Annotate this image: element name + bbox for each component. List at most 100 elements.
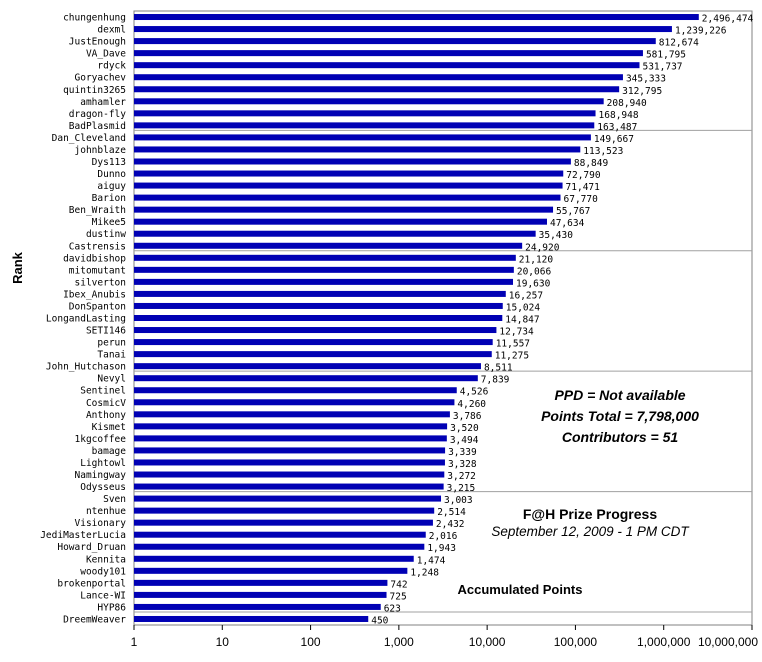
category-label: DonSpanton xyxy=(69,301,126,312)
value-label: 3,520 xyxy=(450,423,479,434)
category-label: Lance-WI xyxy=(80,590,126,601)
bar xyxy=(134,327,497,334)
value-label: 3,328 xyxy=(448,459,477,470)
value-label: 208,940 xyxy=(607,98,647,109)
value-label: 3,003 xyxy=(444,495,473,506)
value-label: 623 xyxy=(384,603,401,614)
x-tick-label: 1 xyxy=(131,635,138,649)
value-label: 2,496,474 xyxy=(702,14,754,25)
x-axis-label: Accumulated Points xyxy=(457,582,583,597)
category-label: brokenportal xyxy=(57,578,126,589)
value-label: 3,339 xyxy=(448,447,477,458)
stats-box: PPD = Not available Points Total = 7,798… xyxy=(505,385,735,448)
value-label: 1,943 xyxy=(427,543,456,554)
bar xyxy=(134,375,478,382)
value-label: 3,494 xyxy=(450,435,479,446)
category-label: Anthony xyxy=(86,410,126,421)
bar xyxy=(134,519,433,526)
category-label: bamage xyxy=(92,446,127,457)
bar xyxy=(134,290,506,297)
bar xyxy=(134,134,591,141)
bar xyxy=(134,38,656,45)
x-axis-ticks: 1 10 100 1,000 10,000 100,000 1,000,000 10,000,… xyxy=(131,625,758,649)
bar xyxy=(134,543,425,550)
bar xyxy=(134,351,492,358)
bar xyxy=(134,278,514,285)
category-label: LongandLasting xyxy=(46,314,126,325)
value-label: 531,737 xyxy=(642,62,682,73)
bar xyxy=(134,254,516,261)
value-label: 71,471 xyxy=(566,182,601,193)
value-label: 24,920 xyxy=(525,242,560,253)
value-label: 55,767 xyxy=(556,206,590,217)
category-label: Barion xyxy=(92,193,126,204)
value-label: 742 xyxy=(390,579,407,590)
x-tick-label: 10 xyxy=(216,635,230,649)
category-label: John_Hutchason xyxy=(46,362,126,373)
category-label: woody101 xyxy=(80,566,126,577)
x-tick-label: 100,000 xyxy=(554,635,598,649)
value-label: 4,526 xyxy=(460,387,489,398)
x-tick-label: 10,000,000 xyxy=(698,635,758,649)
value-label: 450 xyxy=(371,615,388,626)
value-labels: 2,496,4741,239,226812,674581,795531,7373… xyxy=(371,14,753,627)
value-label: 21,120 xyxy=(519,254,554,265)
bar xyxy=(134,603,381,610)
value-label: 67,770 xyxy=(564,194,599,205)
bar xyxy=(134,315,503,321)
bar xyxy=(134,242,523,249)
category-label: BadPlasmid xyxy=(69,121,126,132)
bar xyxy=(134,14,699,21)
category-label: mitomutant xyxy=(69,265,126,276)
bar xyxy=(134,62,640,69)
value-label: 14,847 xyxy=(505,315,539,326)
bar xyxy=(134,399,455,406)
category-label: Goryachev xyxy=(75,73,127,84)
bar xyxy=(134,555,414,562)
category-label: ntenhue xyxy=(86,506,126,517)
bar xyxy=(134,74,623,81)
category-label: johnblaze xyxy=(75,145,127,156)
value-label: 168,948 xyxy=(599,110,639,121)
bar xyxy=(134,591,387,598)
category-label: JustEnough xyxy=(69,37,126,48)
value-label: 812,674 xyxy=(659,38,699,49)
category-label: Visionary xyxy=(75,518,127,529)
category-label: Kennita xyxy=(86,554,126,565)
bar xyxy=(134,218,547,225)
bar xyxy=(134,567,408,574)
value-label: 15,024 xyxy=(506,302,541,313)
y-axis-label: Rank xyxy=(10,251,25,284)
points-total-text: Points Total = 7,798,000 xyxy=(541,408,699,424)
bar xyxy=(134,26,672,33)
value-label: 3,215 xyxy=(447,483,476,494)
category-label: Dunno xyxy=(97,169,126,180)
category-label: Namingway xyxy=(75,470,127,481)
x-tick-label: 100 xyxy=(301,635,321,649)
bar xyxy=(134,339,493,346)
value-label: 35,430 xyxy=(539,230,574,241)
category-label: rdyck xyxy=(97,61,126,72)
bar xyxy=(134,170,564,177)
ppd-text: PPD = Not available xyxy=(554,387,686,403)
category-label: Kismet xyxy=(92,422,126,433)
category-label: Ben_Wraith xyxy=(69,205,126,216)
grid-lines xyxy=(134,129,752,613)
bar xyxy=(134,507,435,514)
bar xyxy=(134,194,561,201)
bar xyxy=(134,98,604,105)
bar xyxy=(134,459,445,466)
bar xyxy=(134,110,596,117)
value-label: 2,514 xyxy=(437,507,466,518)
category-label: 1kgcoffee xyxy=(75,434,127,445)
category-label: Castrensis xyxy=(69,241,126,252)
category-label: Odysseus xyxy=(80,482,126,493)
category-label: Howard_Druan xyxy=(57,542,126,553)
category-label: davidbishop xyxy=(63,253,126,264)
value-label: 11,557 xyxy=(496,339,530,350)
bar xyxy=(134,423,448,430)
value-label: 1,474 xyxy=(417,555,446,566)
bar xyxy=(134,363,481,370)
value-label: 7,839 xyxy=(481,375,510,386)
